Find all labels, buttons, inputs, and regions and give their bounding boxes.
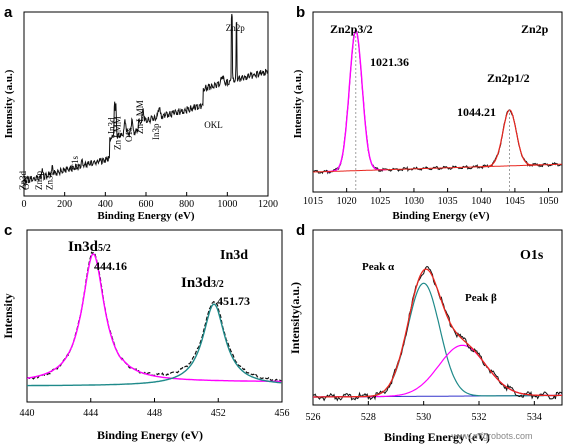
xtick-label: 1000 (217, 199, 237, 210)
panel-b-letter: b (296, 4, 305, 21)
panel-c-raw-spectrum (26, 251, 282, 382)
annotation-label: Zn LMM (113, 116, 123, 150)
panel-d-peak-beta-curve (313, 344, 562, 398)
panel-c-peak1-value: 444.16 (94, 259, 127, 273)
panel-b-ylabel: Intensity (a.u.) (292, 69, 304, 138)
panel-b-xlabel: Binding Energy (eV) (392, 210, 490, 222)
panel-b-fit-curve (326, 29, 387, 173)
panel-a-spectrum (23, 13, 269, 184)
xtick-label: 528 (361, 412, 376, 423)
panel-a-ylabel: Intensity (a.u.) (3, 69, 15, 138)
panel-b-raw-spectrum (312, 28, 563, 175)
xtick-label: 800 (179, 199, 194, 210)
panel-b-peak2-label: Zn2p1/2 (487, 71, 530, 85)
panel-d-raw-spectrum (312, 265, 563, 402)
watermark: www.mfgrobots.com (450, 431, 532, 441)
xtick-label: 1025 (370, 196, 390, 207)
annotation-label: Zn3s (44, 172, 54, 190)
panel-c-peak2-value: 451.73 (217, 294, 250, 308)
panel-a-letter: a (4, 4, 13, 21)
annotation-label: Zn2p (226, 23, 245, 33)
annotation-label: O2s (21, 175, 31, 190)
panel-d-xticks: 526 528 530 532 534 (306, 401, 542, 423)
panel-d-peak-alpha-label: Peak α (362, 261, 395, 273)
panel-b-xticks: 1015 1020 1025 1030 1035 1040 1045 1050 (303, 188, 559, 207)
panel-d: d 526 528 530 532 534 O1s Peak α Peak β Bind… (288, 222, 563, 444)
xtick-label: 456 (275, 408, 290, 419)
panel-d-ylabel: Intensity(a.u.) (288, 282, 302, 354)
annotation-label: Zn LMM (135, 100, 145, 134)
xtick-label: 200 (57, 199, 72, 210)
panel-c-xticks: 440 444 448 452 456 (20, 398, 290, 419)
xtick-label: 440 (20, 408, 35, 419)
annotation-label: Zn3d (18, 171, 28, 190)
panel-d-peak-beta-label: Peak β (465, 292, 497, 304)
panel-b-title: Zn2p (521, 22, 549, 36)
panel-b-peak1-label: Zn2p3/2 (330, 22, 373, 36)
panel-d-letter: d (296, 222, 305, 239)
panel-d-envelope (313, 268, 562, 398)
panel-c-letter: c (4, 222, 12, 239)
panel-c-fit-curve-5-2 (26, 253, 282, 383)
xtick-label: 600 (139, 199, 154, 210)
xtick-label: 1020 (337, 196, 357, 207)
panel-c-ylabel: Intensity (1, 293, 15, 338)
xtick-label: 400 (98, 199, 113, 210)
panel-b-frame (312, 11, 563, 193)
xtick-label: 452 (211, 408, 226, 419)
annotation-label: Zn3p (34, 171, 44, 190)
panel-c-xlabel: Binding Energy (eV) (97, 428, 203, 442)
xtick-label: 1050 (539, 196, 559, 207)
panel-d-title: O1s (520, 248, 544, 263)
panel-a-xlabel: Binding Energy (eV) (97, 210, 195, 222)
panel-b: b 1015 1020 1025 1030 1035 1040 1045 1050 Zn2p … (292, 4, 563, 222)
panel-a-xticks: 0 200 400 600 800 1000 1200 (22, 192, 278, 210)
xtick-label: 448 (147, 408, 162, 419)
xtick-label: 526 (306, 412, 321, 423)
panel-d-peak-alpha-curve (313, 282, 562, 398)
xtick-label: 534 (527, 412, 542, 423)
xtick-label: 444 (83, 408, 98, 419)
panel-c-peak1-label: In3d5/2 (68, 239, 111, 255)
panel-b-peak2-value: 1044.21 (457, 105, 496, 119)
annotation-label: C1s (70, 155, 80, 170)
annotation-label: In3d (106, 117, 116, 134)
panel-c-title: In3d (220, 248, 248, 263)
xtick-label: 530 (416, 412, 431, 423)
xtick-label: 1015 (303, 196, 323, 207)
xtick-label: 0 (22, 199, 27, 210)
panel-b-baseline (313, 163, 563, 173)
xtick-label: 532 (472, 412, 487, 423)
xtick-label: 1200 (258, 199, 278, 210)
panel-d-xlabel: Binding Energy (eV) (384, 430, 490, 444)
panel-b-peak1-value: 1021.36 (370, 55, 409, 69)
xtick-label: 1030 (404, 196, 424, 207)
xtick-label: 1040 (471, 196, 491, 207)
panel-c: c 440 444 448 452 456 In3d In3d5/2 444.16 In… (1, 222, 290, 442)
xtick-label: 1045 (505, 196, 525, 207)
annotation-label: O1s (124, 127, 134, 142)
annotation-label: In3p (151, 123, 161, 140)
panel-c-peak2-label: In3d3/2 (181, 275, 224, 291)
xtick-label: 1035 (438, 196, 458, 207)
panel-d-frame (312, 229, 563, 406)
panel-c-fit-curve-3-2 (27, 303, 282, 387)
annotation-label: OKL (204, 120, 223, 130)
